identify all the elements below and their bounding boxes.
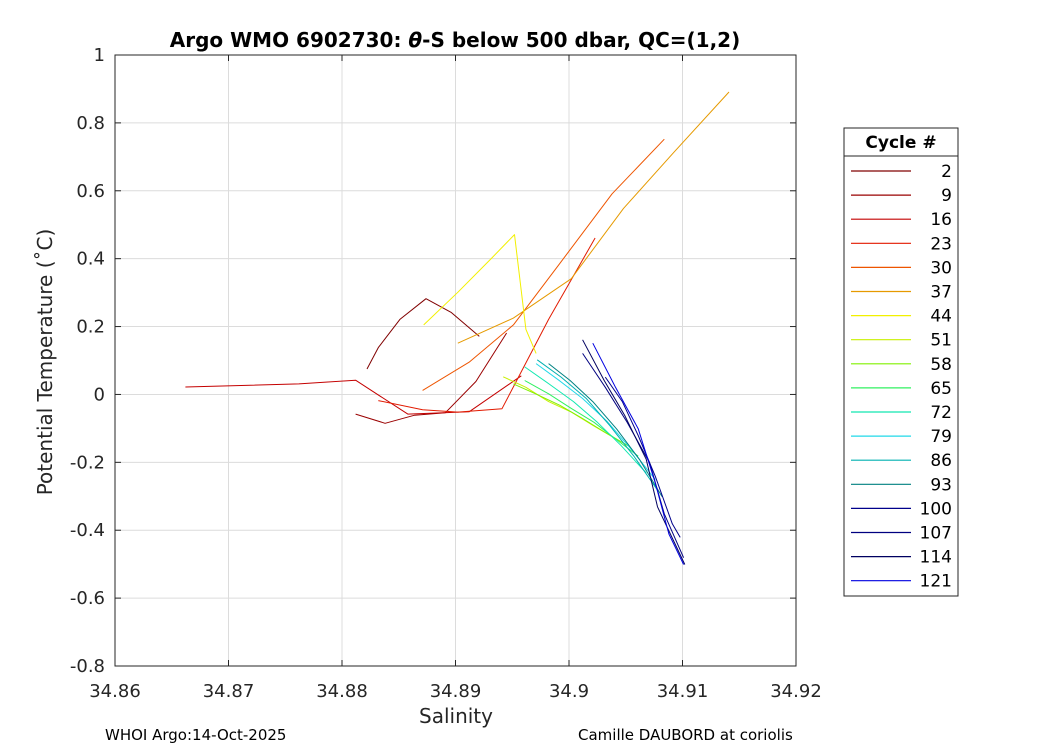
y-tick-label: -0.8: [70, 656, 105, 677]
legend-label-cycle-9: 9: [941, 186, 952, 206]
x-tick-label: 34.86: [89, 681, 141, 702]
legend-label-cycle-121: 121: [920, 572, 952, 592]
series-lines: [185, 91, 730, 565]
legend-label-cycle-93: 93: [930, 475, 952, 495]
chart-title-suffix: -S below 500 dbar, QC=(1,2): [422, 28, 740, 52]
legend-title: Cycle #: [865, 133, 936, 153]
series-line-cycle-72: [524, 366, 647, 474]
legend-label-cycle-23: 23: [930, 234, 952, 254]
legend-items: 2 9 16 23 30 37 44 51 58 65 72 79 86 93 100 107 114 121: [851, 162, 952, 592]
series-line-cycle-44: [423, 234, 537, 354]
footer-left: WHOI Argo:14-Oct-2025: [105, 726, 286, 744]
y-tick-label: -0.6: [70, 588, 105, 609]
x-tick-label: 34.91: [657, 681, 709, 702]
x-axis-label: Salinity: [419, 704, 493, 728]
x-tick-label: 34.89: [430, 681, 482, 702]
chart-title-theta: θ: [408, 28, 422, 52]
series-line-cycle-86: [536, 359, 658, 491]
series-line-cycle-65: [524, 380, 639, 457]
legend-label-cycle-86: 86: [930, 451, 952, 471]
series-line-cycle-37: [457, 91, 730, 344]
legend-label-cycle-2: 2: [941, 162, 952, 182]
y-tick-label: 0.4: [76, 249, 105, 270]
legend-label-cycle-37: 37: [930, 283, 952, 303]
y-tick-label: -0.2: [70, 452, 105, 473]
legend-label-cycle-107: 107: [920, 524, 952, 544]
legend-label-cycle-65: 65: [930, 379, 952, 399]
axis-ticks: 34.86 34.87 34.88 34.89 34.9 34.91 34.92 -0.8 -0…: [70, 45, 822, 702]
series-line-cycle-114: [582, 339, 686, 565]
series-line-cycle-23: [378, 237, 596, 413]
legend: Cycle # 2 9 16 23 30 37 44 51 58 65 72 79 86 93 100 107…: [843, 127, 959, 597]
x-tick-label: 34.9: [549, 681, 589, 702]
y-axis-label: Potential Temperature (˚C): [33, 229, 57, 496]
x-tick-label: 34.92: [770, 681, 822, 702]
series-line-cycle-121: [592, 342, 685, 565]
x-tick-label: 34.87: [203, 681, 255, 702]
y-tick-label: 0.8: [76, 113, 105, 134]
series-line-cycle-9: [355, 332, 508, 424]
legend-label-cycle-44: 44: [930, 307, 952, 327]
chart-title-prefix: Argo WMO 6902730:: [170, 28, 409, 52]
grid: [115, 55, 796, 666]
legend-label-cycle-100: 100: [920, 499, 952, 519]
y-tick-label: -0.4: [70, 520, 105, 541]
chart-title: Argo WMO 6902730: θ-S below 500 dbar, QC…: [170, 28, 740, 52]
legend-label-cycle-30: 30: [930, 258, 952, 278]
legend-label-cycle-79: 79: [930, 427, 952, 447]
legend-label-cycle-16: 16: [930, 210, 952, 230]
legend-box: [843, 155, 959, 597]
legend-label-cycle-51: 51: [930, 331, 952, 351]
y-tick-label: 1: [94, 45, 105, 66]
y-tick-label: 0.6: [76, 181, 105, 202]
x-tick-label: 34.88: [316, 681, 368, 702]
series-line-cycle-30: [422, 138, 665, 391]
series-line-cycle-2: [366, 298, 480, 370]
y-tick-label: 0.2: [76, 317, 105, 338]
footer-right: Camille DAUBORD at coriolis: [578, 726, 793, 744]
series-line-cycle-58: [513, 383, 629, 447]
legend-label-cycle-114: 114: [920, 548, 952, 568]
legend-label-cycle-72: 72: [930, 403, 952, 423]
series-line-cycle-16: [185, 375, 522, 415]
y-tick-label: 0: [94, 384, 105, 405]
legend-label-cycle-58: 58: [930, 355, 952, 375]
series-line-cycle-93: [548, 363, 663, 497]
